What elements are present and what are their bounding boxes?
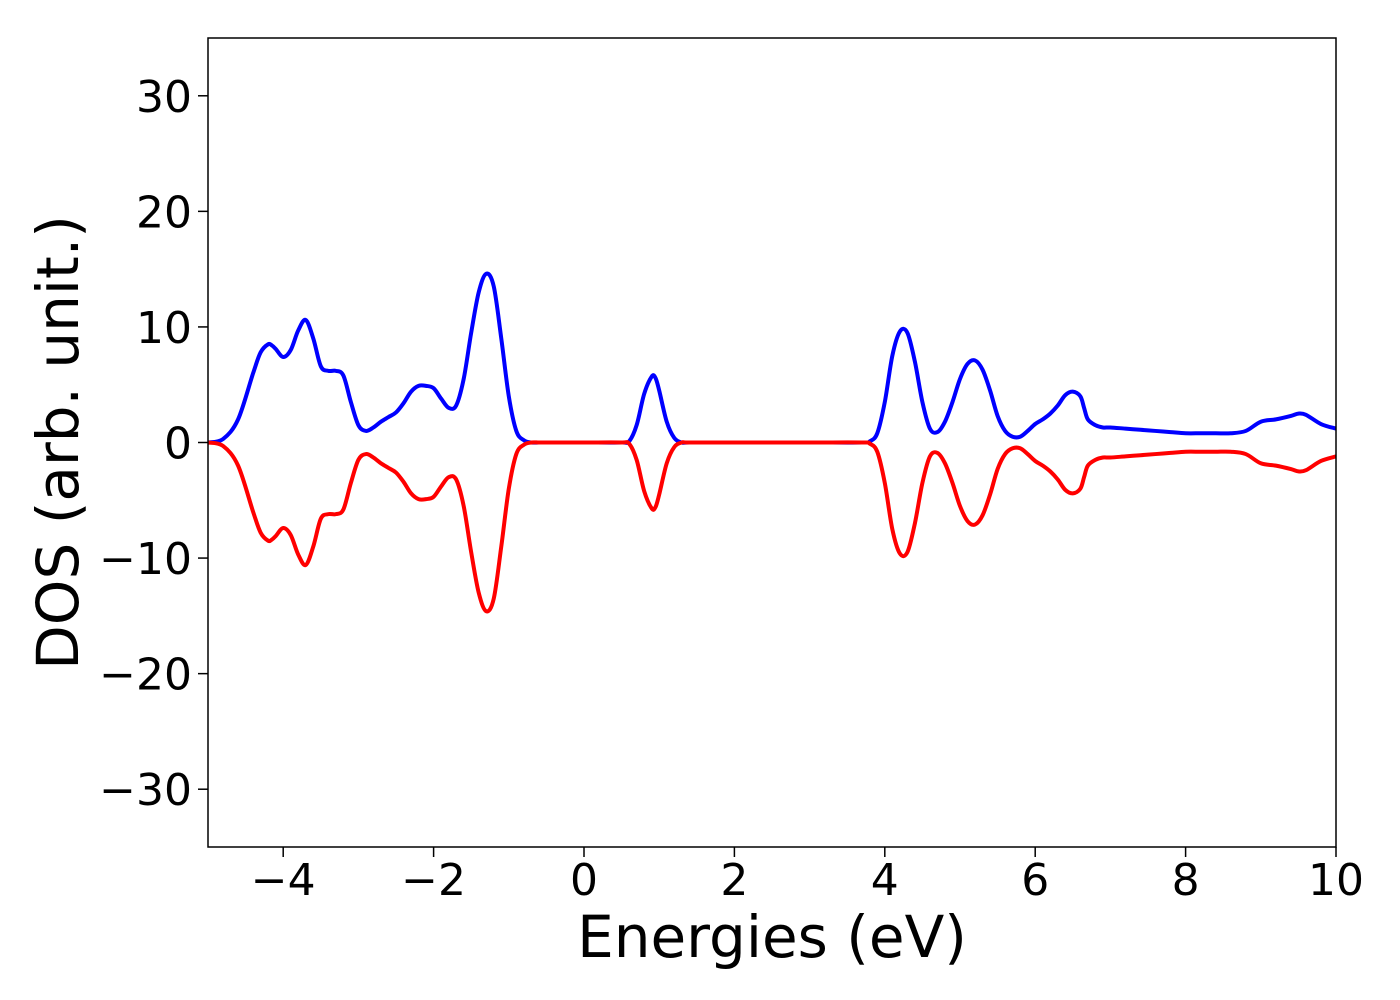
y-tick-label: 30 — [136, 72, 192, 123]
x-tick-label: 4 — [871, 855, 899, 906]
x-tick-label: −2 — [401, 855, 466, 906]
y-tick-label: 20 — [136, 187, 192, 238]
x-tick-label: 0 — [570, 855, 598, 906]
x-tick-label: 6 — [1021, 855, 1049, 906]
y-tick-label: −30 — [99, 765, 192, 816]
series-line-blue — [207, 271, 1337, 445]
y-tick-label: 0 — [164, 419, 192, 470]
plot-frame — [207, 37, 1337, 848]
y-tick-label: −20 — [99, 650, 192, 701]
x-axis-title: Energies (eV) — [577, 903, 967, 971]
x-tick-label: −4 — [251, 855, 316, 906]
x-tick-label: 2 — [720, 855, 748, 906]
y-tick-label: 10 — [136, 303, 192, 354]
x-tick-label: 10 — [1308, 855, 1364, 906]
y-tick-label: −10 — [99, 534, 192, 585]
series-layer — [207, 271, 1337, 614]
y-axis-title: DOS (arb. unit.) — [24, 215, 92, 670]
series-line-red — [207, 440, 1337, 614]
x-tick-label: 8 — [1172, 855, 1200, 906]
